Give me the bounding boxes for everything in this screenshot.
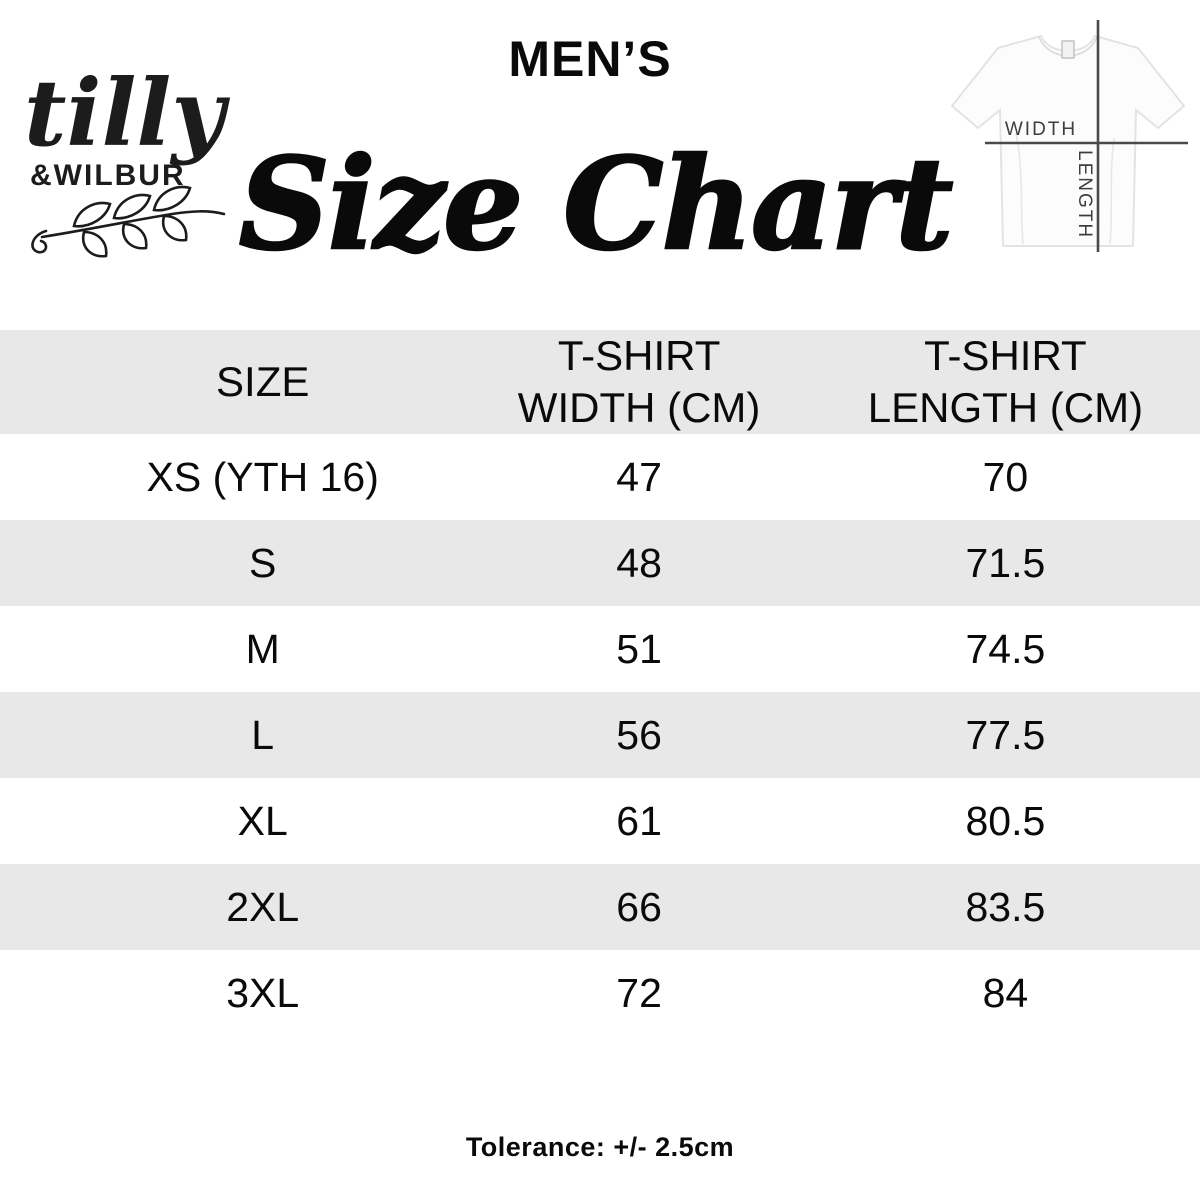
length-cell: 84 bbox=[982, 969, 1029, 1016]
tshirt-diagram: WIDTH LENGTH bbox=[950, 20, 1188, 252]
tshirt-icon bbox=[950, 34, 1186, 247]
brand-caps-text: &WILBUR bbox=[30, 159, 186, 192]
length-cell: 74.5 bbox=[965, 625, 1046, 672]
width-cell: 51 bbox=[616, 625, 662, 672]
length-cell: 77.5 bbox=[965, 711, 1046, 758]
laurel-branch-icon bbox=[31, 185, 226, 258]
table-row: S 48 71.5 bbox=[0, 520, 1200, 607]
width-cell: 72 bbox=[616, 969, 662, 1016]
width-cell: 56 bbox=[616, 711, 662, 758]
width-cell: 48 bbox=[616, 539, 662, 586]
column-header-length: T-SHIRT LENGTH (CM) bbox=[867, 332, 1144, 432]
table-header-row: SIZE T-SHIRT WIDTH (CM) T-SHIRT LENGTH (… bbox=[0, 330, 1200, 435]
width-axis-label: WIDTH bbox=[1005, 119, 1077, 140]
page-title: Size Chart bbox=[237, 130, 954, 278]
table-row: 3XL 72 84 bbox=[0, 950, 1200, 1036]
width-cell: 66 bbox=[616, 883, 662, 930]
length-cell: 71.5 bbox=[965, 539, 1046, 586]
length-cell: 83.5 bbox=[965, 883, 1046, 930]
size-cell: XS (YTH 16) bbox=[146, 453, 379, 500]
brand-logo: tilly &WILBUR bbox=[24, 59, 230, 258]
category-title: MEN’S bbox=[508, 31, 672, 87]
table-row: XS (YTH 16) 47 70 bbox=[0, 434, 1200, 520]
column-header-width: T-SHIRT WIDTH (CM) bbox=[517, 332, 761, 432]
column-header-size: SIZE bbox=[216, 358, 310, 406]
width-cell: 61 bbox=[616, 797, 662, 844]
size-cell: M bbox=[245, 625, 280, 672]
size-cell: 2XL bbox=[226, 883, 300, 930]
size-cell: S bbox=[249, 539, 277, 586]
width-cell: 47 bbox=[616, 453, 662, 500]
table-row: M 51 74.5 bbox=[0, 606, 1200, 692]
size-cell: 3XL bbox=[226, 969, 300, 1016]
size-cell: XL bbox=[237, 797, 288, 844]
table-row: 2XL 66 83.5 bbox=[0, 864, 1200, 951]
length-cell: 80.5 bbox=[965, 797, 1046, 844]
tolerance-note: Tolerance: +/- 2.5cm bbox=[465, 1132, 735, 1162]
brand-script-text: tilly bbox=[24, 59, 230, 167]
table-row: XL 61 80.5 bbox=[0, 778, 1200, 864]
table-row: L 56 77.5 bbox=[0, 692, 1200, 779]
size-cell: L bbox=[251, 711, 275, 758]
length-axis-label: LENGTH bbox=[1074, 150, 1095, 239]
neck-tag bbox=[1061, 40, 1075, 59]
length-cell: 70 bbox=[982, 453, 1029, 500]
size-table: SIZE T-SHIRT WIDTH (CM) T-SHIRT LENGTH (… bbox=[0, 330, 1200, 1036]
